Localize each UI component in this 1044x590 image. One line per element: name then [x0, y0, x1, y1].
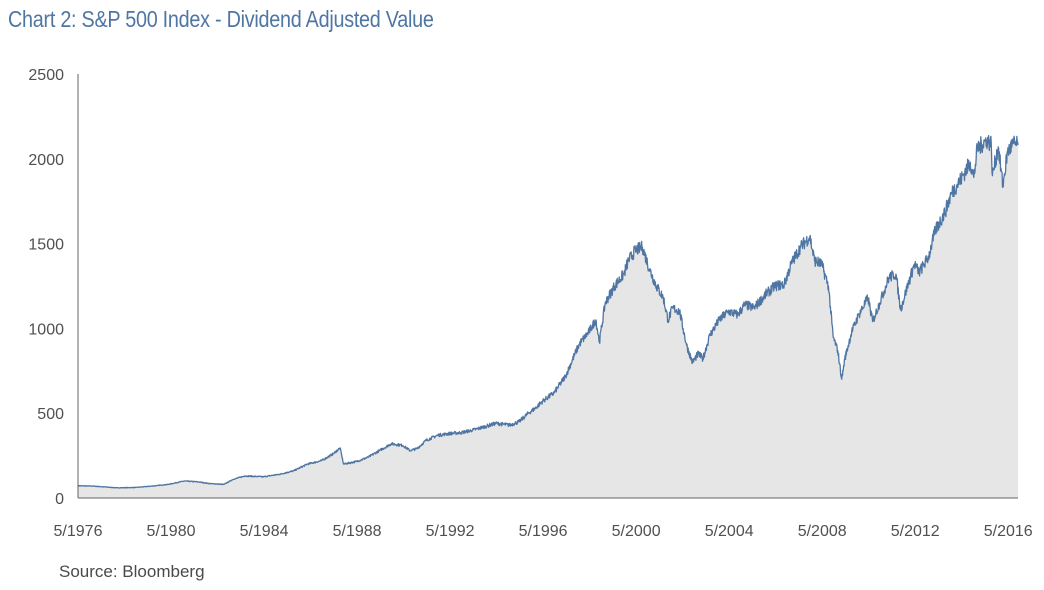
- y-tick-label: 500: [37, 406, 64, 423]
- y-tick-label: 1500: [28, 237, 64, 254]
- y-axis: 0 500 1000 1500 2000 2500: [28, 67, 64, 508]
- x-tick-label: 5/2012: [891, 523, 940, 540]
- y-tick-label: 0: [55, 491, 64, 508]
- y-tick-label: 1000: [28, 321, 64, 338]
- y-tick-label: 2000: [28, 152, 64, 169]
- y-tick-label: 2500: [28, 67, 64, 84]
- x-tick-label: 5/1984: [240, 523, 289, 540]
- x-tick-label: 5/2016: [984, 523, 1033, 540]
- source-note: Source: Bloomberg: [59, 562, 205, 581]
- x-tick-label: 5/1988: [333, 523, 382, 540]
- x-tick-label: 5/1980: [147, 523, 196, 540]
- x-tick-label: 5/1976: [54, 523, 103, 540]
- series-line: [77, 134, 1019, 489]
- x-axis: 5/1976 5/1980 5/1984 5/1988 5/1992 5/1996 5/20…: [54, 523, 1033, 540]
- x-tick-label: 5/1992: [426, 523, 475, 540]
- x-tick-label: 5/2000: [612, 523, 661, 540]
- x-tick-label: 5/2004: [705, 523, 754, 540]
- chart-title: Chart 2: S&P 500 Index - Dividend Adjust…: [8, 6, 434, 32]
- x-tick-label: 5/2008: [798, 523, 847, 540]
- axis-frame: [77, 74, 1018, 499]
- series-layer: [77, 134, 1019, 498]
- x-tick-label: 5/1996: [519, 523, 568, 540]
- series-area-fill: [78, 135, 1018, 498]
